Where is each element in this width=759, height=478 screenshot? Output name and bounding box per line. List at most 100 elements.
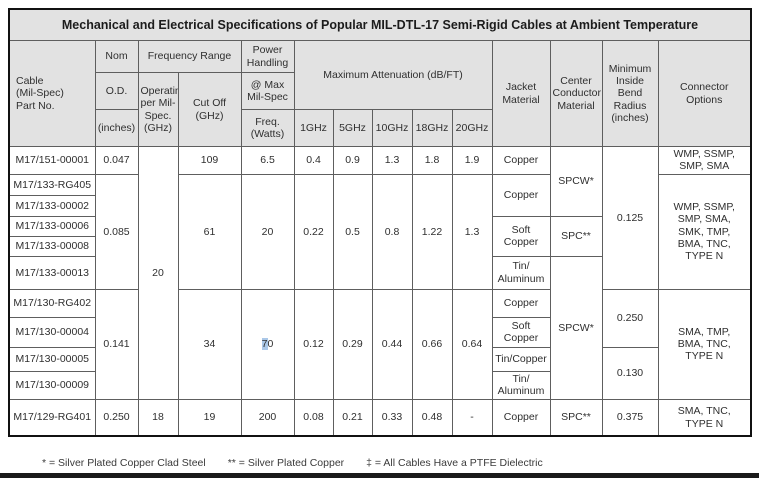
jacket-cell: Tin/Copper <box>491 346 551 372</box>
cutoff-cell: 34 <box>177 288 242 400</box>
header-cutoff-ghz: Cut Off (GHz) <box>177 72 242 147</box>
spec-table-sheet: Mechanical and Electrical Specifications… <box>8 8 752 438</box>
header-5ghz: 5GHz <box>332 109 373 147</box>
att-10ghz-cell: 0.33 <box>371 398 413 437</box>
att-18ghz-cell: 1.22 <box>411 173 453 290</box>
att-1ghz-cell: 0.22 <box>293 173 334 290</box>
jacket-cell: Copper <box>491 146 551 175</box>
center-conductor-cell: SPCW* <box>549 255 603 400</box>
cutoff-cell: 19 <box>177 398 242 437</box>
footnote: * = Silver Plated Copper Clad Steel ** = … <box>42 457 742 469</box>
center-conductor-cell: SPCW* <box>549 146 603 217</box>
header-nom: Nom <box>94 40 139 73</box>
power-cell: 70 <box>240 288 295 400</box>
att-10ghz-cell: 0.8 <box>371 173 413 290</box>
power-value-rest: 0 <box>267 338 274 351</box>
jacket-cell: Soft Copper <box>491 316 551 348</box>
table-row: M17/151-00001 0.047 20 109 6.5 0.4 0.9 1… <box>8 146 752 400</box>
part-cell: M17/133-00013 <box>8 255 96 290</box>
table-row: M17/129-RG401 0.250 18 19 200 0.08 0.21 … <box>8 398 752 437</box>
table-row: M17/133-00002 <box>8 194 751 217</box>
att-1ghz-cell: 0.08 <box>293 398 334 437</box>
part-cell: M17/130-RG402 <box>8 288 96 318</box>
od-cell: 0.250 <box>94 398 139 437</box>
att-10ghz-cell: 1.3 <box>371 146 413 175</box>
att-1ghz-cell: 0.4 <box>293 146 334 175</box>
jacket-cell: Tin/ Aluminum <box>491 255 551 290</box>
connector-cell: WMP, SSMP, SMP, SMA, SMK, TMP, BMA, TNC,… <box>657 173 752 290</box>
att-20ghz-cell: - <box>451 398 493 437</box>
footnote-double-star: ** = Silver Plated Copper <box>227 457 345 469</box>
connector-cell: SMA, TMP, BMA, TNC, TYPE N <box>657 288 752 400</box>
att-5ghz-cell: 0.9 <box>332 146 373 175</box>
part-cell: M17/130-00005 <box>8 346 96 372</box>
center-conductor-cell: SPC** <box>549 398 603 437</box>
part-cell: M17/133-00002 <box>8 194 96 217</box>
power-cell: 200 <box>240 398 295 437</box>
header-at-max-milspec: @ Max Mil-Spec <box>240 72 295 110</box>
table-title: Mechanical and Electrical Specifications… <box>8 8 752 41</box>
connector-cell: WMP, SSMP, SMP, SMA <box>657 146 752 175</box>
att-20ghz-cell: 1.9 <box>451 146 493 175</box>
selected-text: 7 <box>261 338 268 351</box>
operating-cell: 20 <box>137 146 179 400</box>
att-18ghz-cell: 0.66 <box>411 288 453 400</box>
header-part-no: Cable (Mil-Spec) Part No. <box>8 40 96 147</box>
header-max-attenuation: Maximum Attenuation (dB/FT) <box>293 40 493 110</box>
operating-cell: 18 <box>137 398 179 437</box>
header-frequency-range: Frequency Range <box>137 40 242 73</box>
jacket-cell: Soft Copper <box>491 215 551 257</box>
att-1ghz-cell: 0.12 <box>293 288 334 400</box>
cutoff-cell: 61 <box>177 173 242 290</box>
table-row: M17/133-00006 Soft Copper SPC** <box>8 215 751 257</box>
att-5ghz-cell: 0.29 <box>332 288 373 400</box>
header-operating-ghz: Operating per Mil- Spec. (GHz) <box>137 72 179 147</box>
jacket-cell: Copper <box>491 288 551 318</box>
od-cell: 0.141 <box>94 288 139 400</box>
table-row: M17/133-00008 <box>8 235 751 257</box>
part-cell: M17/133-RG405 <box>8 173 96 196</box>
table-row: M17/130-RG402 0.141 34 70 0.12 0.29 0.44… <box>8 288 752 400</box>
bend-radius-cell: 0.250 <box>601 288 659 348</box>
od-cell: 0.085 <box>94 173 139 290</box>
header-bend-radius: Minimum Inside Bend Radius (inches) <box>601 40 659 147</box>
header-od: O.D. <box>94 72 139 110</box>
header-center-conductor: Center Conductor Material <box>549 40 603 147</box>
part-cell: M17/130-00009 <box>8 370 96 400</box>
jacket-cell: Copper <box>491 398 551 437</box>
power-cell: 20 <box>240 173 295 290</box>
att-10ghz-cell: 0.44 <box>371 288 413 400</box>
connector-cell: SMA, TNC, TYPE N <box>657 398 752 437</box>
header-power-handling: Power Handling <box>240 40 295 73</box>
header-18ghz: 18GHz <box>411 109 453 147</box>
header-20ghz: 20GHz <box>451 109 493 147</box>
cutoff-cell: 109 <box>177 146 242 175</box>
header-1ghz: 1GHz <box>293 109 334 147</box>
spec-table: Mechanical and Electrical Specifications… <box>8 8 752 438</box>
header-10ghz: 10GHz <box>371 109 413 147</box>
part-cell: M17/129-RG401 <box>8 398 96 437</box>
table-row: M17/133-00013 Tin/ Aluminum SPCW* <box>8 255 751 400</box>
bottom-edge-bar <box>0 473 759 478</box>
part-cell: M17/151-00001 <box>8 146 96 175</box>
jacket-cell: Copper <box>491 173 551 217</box>
table-row: M17/130-00009 Tin/ Aluminum <box>8 370 751 400</box>
att-20ghz-cell: 0.64 <box>451 288 493 400</box>
part-cell: M17/133-00006 <box>8 215 96 237</box>
bend-radius-cell: 0.375 <box>601 398 659 437</box>
header-od-inches: (inches) <box>94 109 139 147</box>
att-18ghz-cell: 0.48 <box>411 398 453 437</box>
footnote-star: * = Silver Plated Copper Clad Steel <box>42 457 206 469</box>
part-cell: M17/133-00008 <box>8 235 96 257</box>
jacket-cell: Tin/ Aluminum <box>491 370 551 400</box>
att-5ghz-cell: 0.21 <box>332 398 373 437</box>
center-conductor-cell: SPC** <box>549 215 603 257</box>
table-row: M17/130-00004 Soft Copper <box>8 316 751 348</box>
od-cell: 0.047 <box>94 146 139 175</box>
footnote-ddagger: ‡ = All Cables Have a PTFE Dielectric <box>366 457 543 469</box>
header-freq-watts: Freq. (Watts) <box>240 109 295 147</box>
header-connector-options: Connector Options <box>657 40 752 147</box>
table-row: M17/133-RG405 0.085 61 20 0.22 0.5 0.8 1… <box>8 173 752 290</box>
att-5ghz-cell: 0.5 <box>332 173 373 290</box>
bend-radius-cell: 0.130 <box>601 346 659 400</box>
